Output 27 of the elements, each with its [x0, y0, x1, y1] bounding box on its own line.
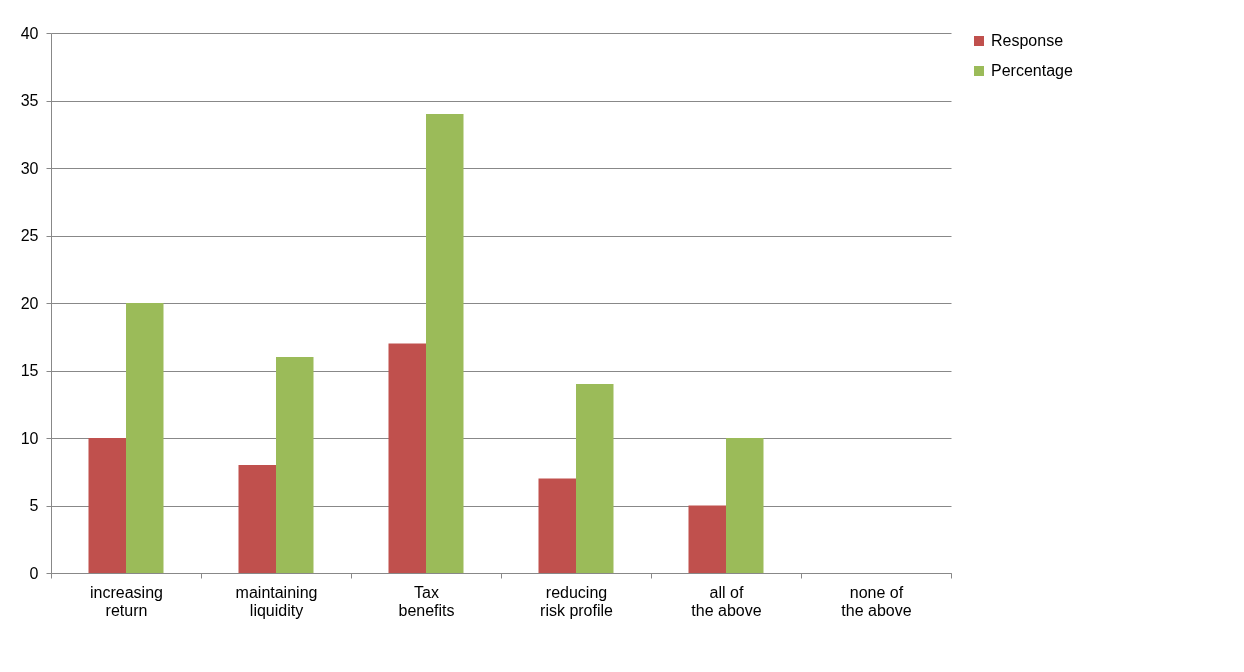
- y-tick-label: 35: [20, 92, 39, 109]
- x-tick-label: Tax benefits: [398, 583, 455, 619]
- legend-label: Response: [991, 32, 1064, 49]
- bar: [126, 303, 164, 573]
- y-tick-label: 0: [29, 564, 39, 582]
- legend-label: Percentage: [991, 62, 1073, 79]
- y-tick-label: 30: [20, 159, 39, 177]
- y-tick-label: 5: [29, 497, 39, 514]
- bar: [726, 438, 764, 573]
- bar: [88, 438, 126, 573]
- y-tick-label: 15: [20, 362, 39, 379]
- y-tick-label: 25: [20, 227, 39, 244]
- x-tick-label: increasing return: [90, 583, 163, 619]
- y-tick-label: 10: [20, 429, 39, 447]
- bar: [276, 357, 314, 573]
- bar: [426, 114, 464, 573]
- bar: [388, 343, 426, 573]
- x-tick-label: none of the above: [841, 583, 912, 619]
- y-tick-label: 40: [20, 24, 39, 42]
- x-tick-label: all of the above: [691, 583, 762, 619]
- bar: [538, 478, 576, 573]
- bar: [238, 465, 276, 573]
- x-tick-label: maintaining liquidity: [235, 583, 318, 619]
- x-tick-label: reducing risk profile: [540, 583, 614, 619]
- y-tick-label: 20: [20, 294, 39, 312]
- bar: [576, 384, 614, 573]
- bar: [688, 505, 726, 573]
